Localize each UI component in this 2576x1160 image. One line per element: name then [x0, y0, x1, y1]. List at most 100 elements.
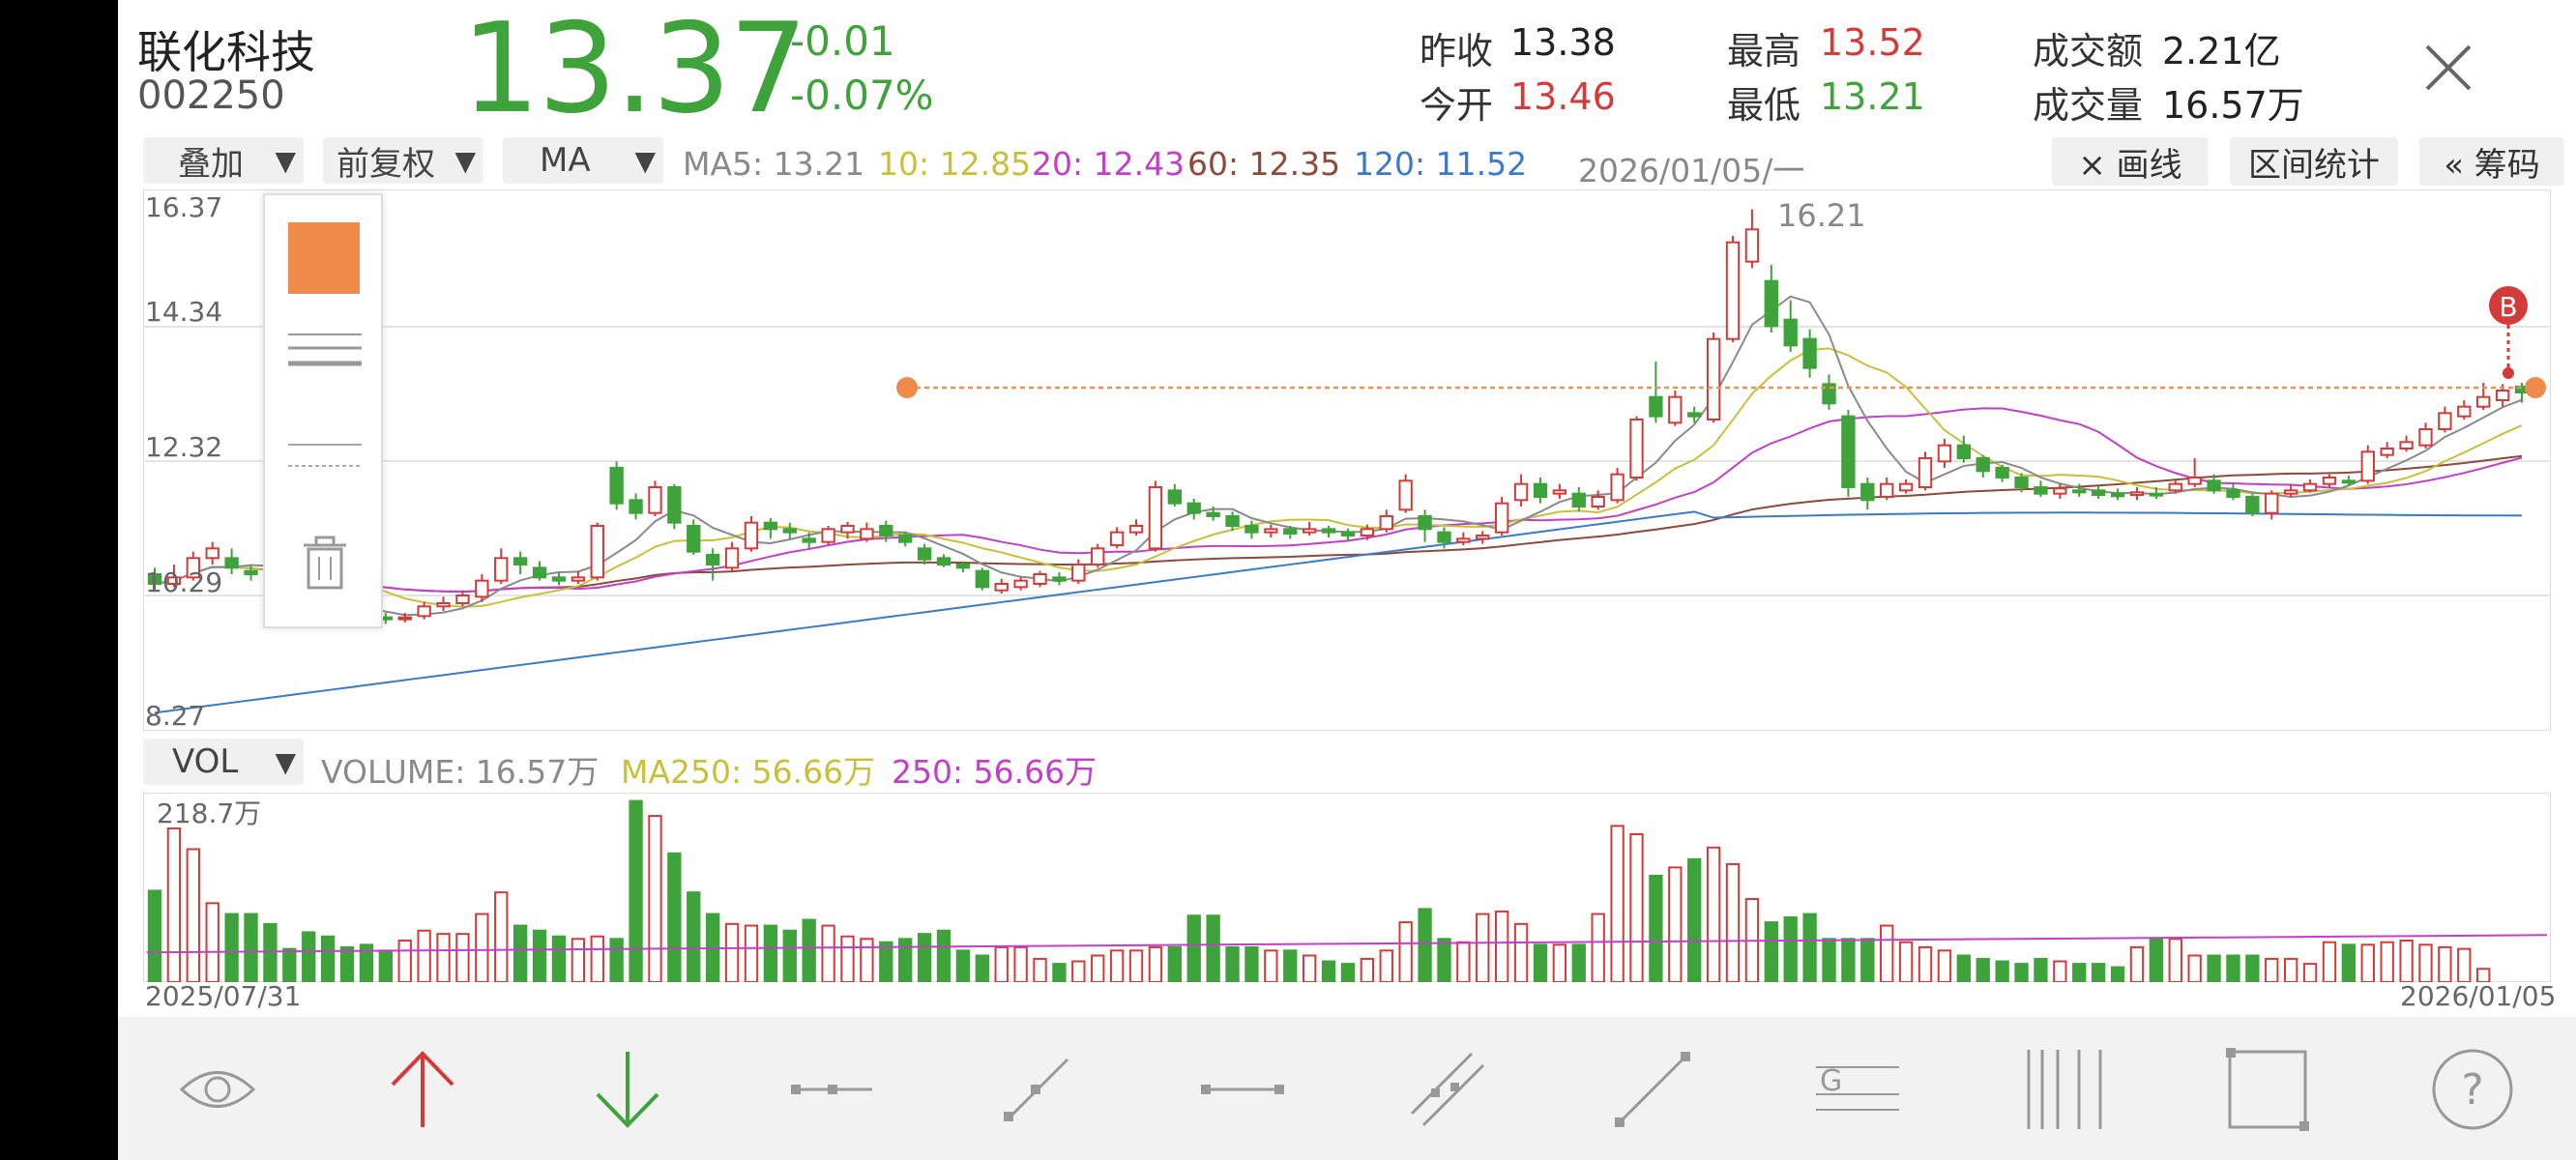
- candle[interactable]: [1822, 374, 1836, 410]
- candle[interactable]: [397, 613, 412, 623]
- volume-bar[interactable]: [1071, 960, 1086, 982]
- candle[interactable]: [590, 522, 604, 581]
- overlay-dropdown[interactable]: 叠加 ▼: [143, 137, 304, 184]
- candle[interactable]: [955, 561, 971, 572]
- candle[interactable]: [994, 578, 1009, 594]
- candle[interactable]: [2438, 406, 2452, 433]
- volume-chart[interactable]: [143, 793, 2551, 982]
- volume-bar[interactable]: [147, 889, 162, 982]
- segment-tool[interactable]: [789, 1046, 876, 1133]
- volume-bar[interactable]: [1013, 945, 1028, 982]
- volume-bar[interactable]: [1033, 957, 1047, 982]
- volume-bar[interactable]: [936, 929, 951, 982]
- candle[interactable]: [1610, 468, 1625, 504]
- volume-bar[interactable]: [1898, 941, 1914, 982]
- candle[interactable]: [1148, 480, 1163, 552]
- volume-bar[interactable]: [2457, 947, 2472, 982]
- line-width-icon[interactable]: [284, 329, 366, 377]
- candle[interactable]: [706, 548, 720, 581]
- volume-bar[interactable]: [186, 848, 200, 982]
- volume-bar[interactable]: [1186, 914, 1201, 982]
- candle[interactable]: [1591, 490, 1605, 510]
- draw-line-button[interactable]: × 画线: [2052, 137, 2209, 186]
- volume-bar[interactable]: [1822, 938, 1836, 982]
- candle[interactable]: [2207, 474, 2221, 494]
- volume-bar[interactable]: [2207, 954, 2221, 982]
- candle[interactable]: [1091, 543, 1105, 568]
- volume-bar[interactable]: [2034, 957, 2048, 982]
- close-button[interactable]: [2410, 29, 2487, 106]
- volume-bar[interactable]: [2360, 943, 2375, 982]
- volume-bar[interactable]: [1571, 943, 1586, 982]
- candle[interactable]: [455, 590, 470, 607]
- volume-bar[interactable]: [2187, 954, 2202, 982]
- volume-bar[interactable]: [648, 815, 662, 982]
- volume-bar[interactable]: [224, 913, 239, 982]
- candle[interactable]: [609, 461, 624, 510]
- line-handle-left[interactable]: [896, 377, 918, 398]
- candle[interactable]: [2399, 435, 2414, 452]
- candle[interactable]: [1321, 526, 1336, 537]
- candle[interactable]: [860, 522, 874, 542]
- indicator-dropdown[interactable]: MA ▼: [503, 137, 663, 184]
- volume-bar[interactable]: [1264, 949, 1278, 982]
- volume-bar[interactable]: [1244, 945, 1259, 982]
- volume-bar[interactable]: [724, 922, 740, 982]
- volume-bar[interactable]: [1706, 846, 1721, 982]
- volume-bar[interactable]: [1167, 945, 1182, 982]
- volume-bar[interactable]: [1283, 949, 1298, 982]
- volume-bar[interactable]: [1860, 938, 1875, 982]
- candle[interactable]: [2341, 476, 2356, 486]
- candle[interactable]: [2302, 479, 2318, 493]
- volume-bar[interactable]: [2399, 940, 2414, 982]
- candle[interactable]: [1783, 300, 1798, 352]
- ray-tool[interactable]: [994, 1046, 1081, 1133]
- volume-bar[interactable]: [455, 933, 470, 982]
- candle[interactable]: [2418, 422, 2433, 449]
- candle[interactable]: [2129, 487, 2145, 501]
- candle[interactable]: [1995, 464, 2009, 482]
- volume-bar[interactable]: [1649, 874, 1663, 982]
- volume-bar[interactable]: [687, 891, 701, 982]
- candle[interactable]: [1360, 524, 1375, 540]
- candle[interactable]: [1880, 478, 1894, 501]
- volume-bar[interactable]: [590, 935, 604, 982]
- candle[interactable]: [2149, 487, 2164, 499]
- candle[interactable]: [1340, 528, 1356, 542]
- volume-bar[interactable]: [551, 935, 567, 982]
- volume-bar[interactable]: [2476, 968, 2491, 982]
- volume-bar[interactable]: [609, 938, 624, 982]
- candle[interactable]: [494, 548, 509, 584]
- chips-button[interactable]: « 筹码: [2419, 137, 2564, 186]
- volume-bar[interactable]: [571, 938, 586, 982]
- volume-bar[interactable]: [1783, 915, 1798, 982]
- volume-bar[interactable]: [1880, 924, 1894, 982]
- candle[interactable]: [1744, 209, 1760, 269]
- color-swatch[interactable]: [288, 222, 360, 294]
- volume-bar[interactable]: [898, 938, 913, 982]
- volume-bar[interactable]: [629, 799, 643, 982]
- candle[interactable]: [551, 572, 567, 586]
- volume-bar[interactable]: [994, 945, 1009, 982]
- candle[interactable]: [1128, 519, 1144, 536]
- candle[interactable]: [1302, 522, 1317, 536]
- candle[interactable]: [147, 567, 162, 591]
- volume-bar[interactable]: [1591, 913, 1605, 982]
- candle[interactable]: [1668, 391, 1683, 426]
- volume-bar[interactable]: [166, 826, 182, 982]
- candle[interactable]: [1533, 478, 1548, 504]
- volume-bar[interactable]: [744, 924, 759, 982]
- volume-bar[interactable]: [2091, 963, 2106, 982]
- candle[interactable]: [1071, 559, 1086, 584]
- volume-bar[interactable]: [2129, 945, 2145, 982]
- candle[interactable]: [1398, 474, 1413, 513]
- candle[interactable]: [2457, 400, 2472, 420]
- volume-bar[interactable]: [359, 943, 374, 982]
- volume-bar[interactable]: [2284, 957, 2298, 982]
- candle[interactable]: [2168, 480, 2182, 494]
- candle[interactable]: [687, 519, 701, 555]
- candle[interactable]: [2110, 488, 2125, 501]
- volume-bar[interactable]: [339, 945, 355, 982]
- trend-line-tool[interactable]: [1609, 1046, 1696, 1133]
- volume-bar[interactable]: [2168, 938, 2182, 982]
